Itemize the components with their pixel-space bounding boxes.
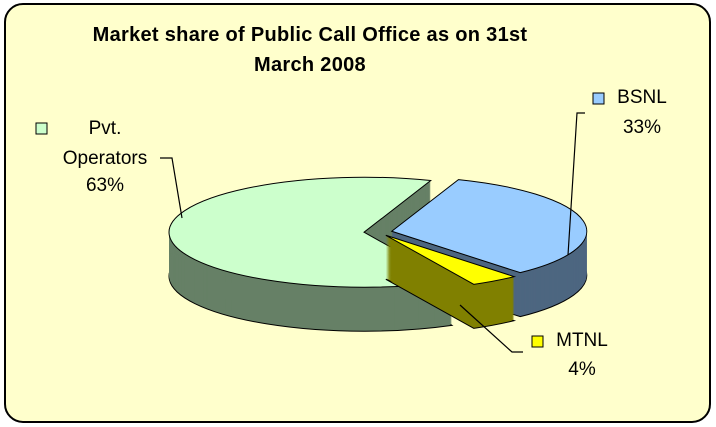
slice-name: MTNL [556, 330, 608, 351]
slice-name: BSNL [617, 87, 667, 108]
leader-line [567, 112, 585, 256]
slice-value-label: 33% [622, 117, 662, 138]
legend-key [35, 122, 48, 135]
legend-key [531, 335, 544, 348]
slice-name: Pvt. Operators [62, 118, 148, 169]
slice [390, 179, 588, 274]
slice [168, 176, 454, 288]
leader-line [459, 304, 523, 353]
leader-line [160, 157, 183, 219]
pie [168, 176, 588, 332]
legend-key [592, 92, 605, 105]
slice-value-label: 63% [85, 175, 125, 196]
leader-lines [160, 112, 585, 353]
slice [385, 234, 517, 285]
slice-value-label: 4% [568, 359, 596, 380]
chart-title: Market share of Public Call Office as on… [92, 24, 528, 76]
